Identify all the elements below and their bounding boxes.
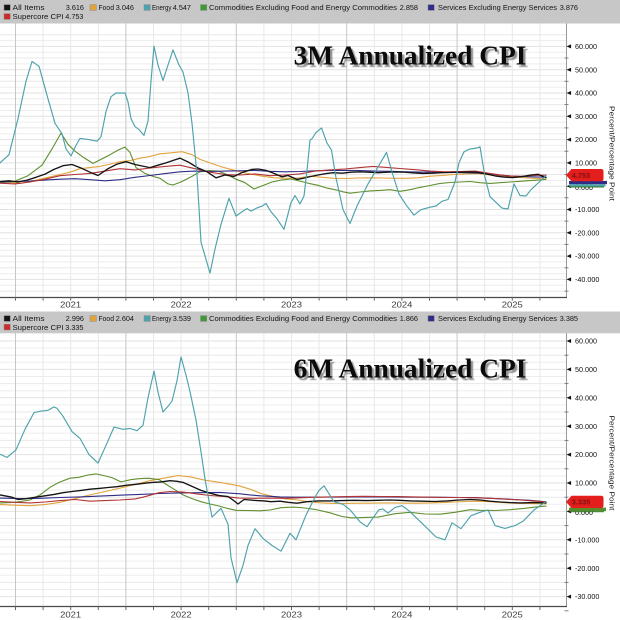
svg-text:All Items: All Items xyxy=(13,314,45,323)
svg-text:60.000: 60.000 xyxy=(575,337,597,346)
svg-text:Food: Food xyxy=(99,3,115,12)
svg-text:6M Annualized CPI: 6M Annualized CPI xyxy=(294,354,527,384)
svg-text:2.858: 2.858 xyxy=(400,3,418,12)
svg-text:3M Annualized CPI: 3M Annualized CPI xyxy=(294,41,527,71)
svg-text:2.604: 2.604 xyxy=(116,314,134,323)
svg-text:20.000: 20.000 xyxy=(575,450,597,459)
svg-text:-20.000: -20.000 xyxy=(575,228,599,237)
svg-text:50.000: 50.000 xyxy=(575,365,597,374)
svg-text:3.335: 3.335 xyxy=(572,498,591,507)
svg-text:-20.000: -20.000 xyxy=(575,564,599,573)
svg-text:Supercore CPI: Supercore CPI xyxy=(13,323,64,332)
svg-text:3.876: 3.876 xyxy=(560,3,578,12)
svg-text:Commodities Excluding Food and: Commodities Excluding Food and Energy Co… xyxy=(209,3,397,12)
svg-text:-10.000: -10.000 xyxy=(575,535,599,544)
svg-text:Energy: Energy xyxy=(152,3,172,12)
svg-text:10.000: 10.000 xyxy=(575,479,597,488)
svg-text:Supercore CPI: Supercore CPI xyxy=(13,12,64,21)
svg-text:Services Excluding Energy Serv: Services Excluding Energy Services xyxy=(438,3,557,12)
svg-text:Percent/Percentage Point: Percent/Percentage Point xyxy=(608,416,617,512)
svg-text:Services Excluding Energy Serv: Services Excluding Energy Services xyxy=(438,314,557,323)
svg-text:Percent/Percentage Point: Percent/Percentage Point xyxy=(608,106,617,202)
svg-text:Energy: Energy xyxy=(152,314,172,323)
svg-text:-30.000: -30.000 xyxy=(575,252,599,261)
svg-text:40.000: 40.000 xyxy=(575,89,597,98)
svg-text:3.385: 3.385 xyxy=(560,314,578,323)
svg-text:3M Annualized CPI: 3M Annualized CPI xyxy=(296,43,529,73)
svg-text:50.000: 50.000 xyxy=(575,65,597,74)
svg-text:2022: 2022 xyxy=(171,301,192,310)
svg-text:-10.000: -10.000 xyxy=(575,205,599,214)
svg-text:2023: 2023 xyxy=(281,610,302,619)
svg-text:2023: 2023 xyxy=(281,301,302,310)
svg-text:3.335: 3.335 xyxy=(65,323,83,332)
svg-text:-40.000: -40.000 xyxy=(575,275,599,284)
svg-text:30.000: 30.000 xyxy=(575,112,597,121)
svg-text:40.000: 40.000 xyxy=(575,393,597,402)
svg-text:2024: 2024 xyxy=(391,610,413,619)
svg-text:4.547: 4.547 xyxy=(173,3,191,12)
svg-text:20.000: 20.000 xyxy=(575,135,597,144)
svg-text:Food: Food xyxy=(99,314,115,323)
svg-text:0.000: 0.000 xyxy=(575,508,593,517)
svg-text:2025: 2025 xyxy=(502,301,524,310)
svg-text:2025: 2025 xyxy=(502,610,524,619)
svg-text:3.046: 3.046 xyxy=(116,3,134,12)
svg-text:30.000: 30.000 xyxy=(575,422,597,431)
svg-text:4.753: 4.753 xyxy=(65,12,83,21)
svg-text:3.616: 3.616 xyxy=(66,3,84,12)
svg-text:3.539: 3.539 xyxy=(173,314,191,323)
svg-text:Commodities Excluding Food and: Commodities Excluding Food and Energy Co… xyxy=(209,314,397,323)
svg-text:-30.000: -30.000 xyxy=(575,592,599,601)
svg-text:1.866: 1.866 xyxy=(400,314,418,323)
svg-text:All Items: All Items xyxy=(13,3,45,12)
svg-text:2022: 2022 xyxy=(171,610,192,619)
svg-text:10.000: 10.000 xyxy=(575,159,597,168)
svg-text:60.000: 60.000 xyxy=(575,42,597,51)
svg-text:6M Annualized CPI: 6M Annualized CPI xyxy=(296,356,529,386)
svg-text:4.753: 4.753 xyxy=(572,171,591,180)
svg-text:2021: 2021 xyxy=(60,301,81,310)
svg-text:2024: 2024 xyxy=(391,301,413,310)
svg-text:2021: 2021 xyxy=(60,610,81,619)
svg-text:2.996: 2.996 xyxy=(66,314,84,323)
